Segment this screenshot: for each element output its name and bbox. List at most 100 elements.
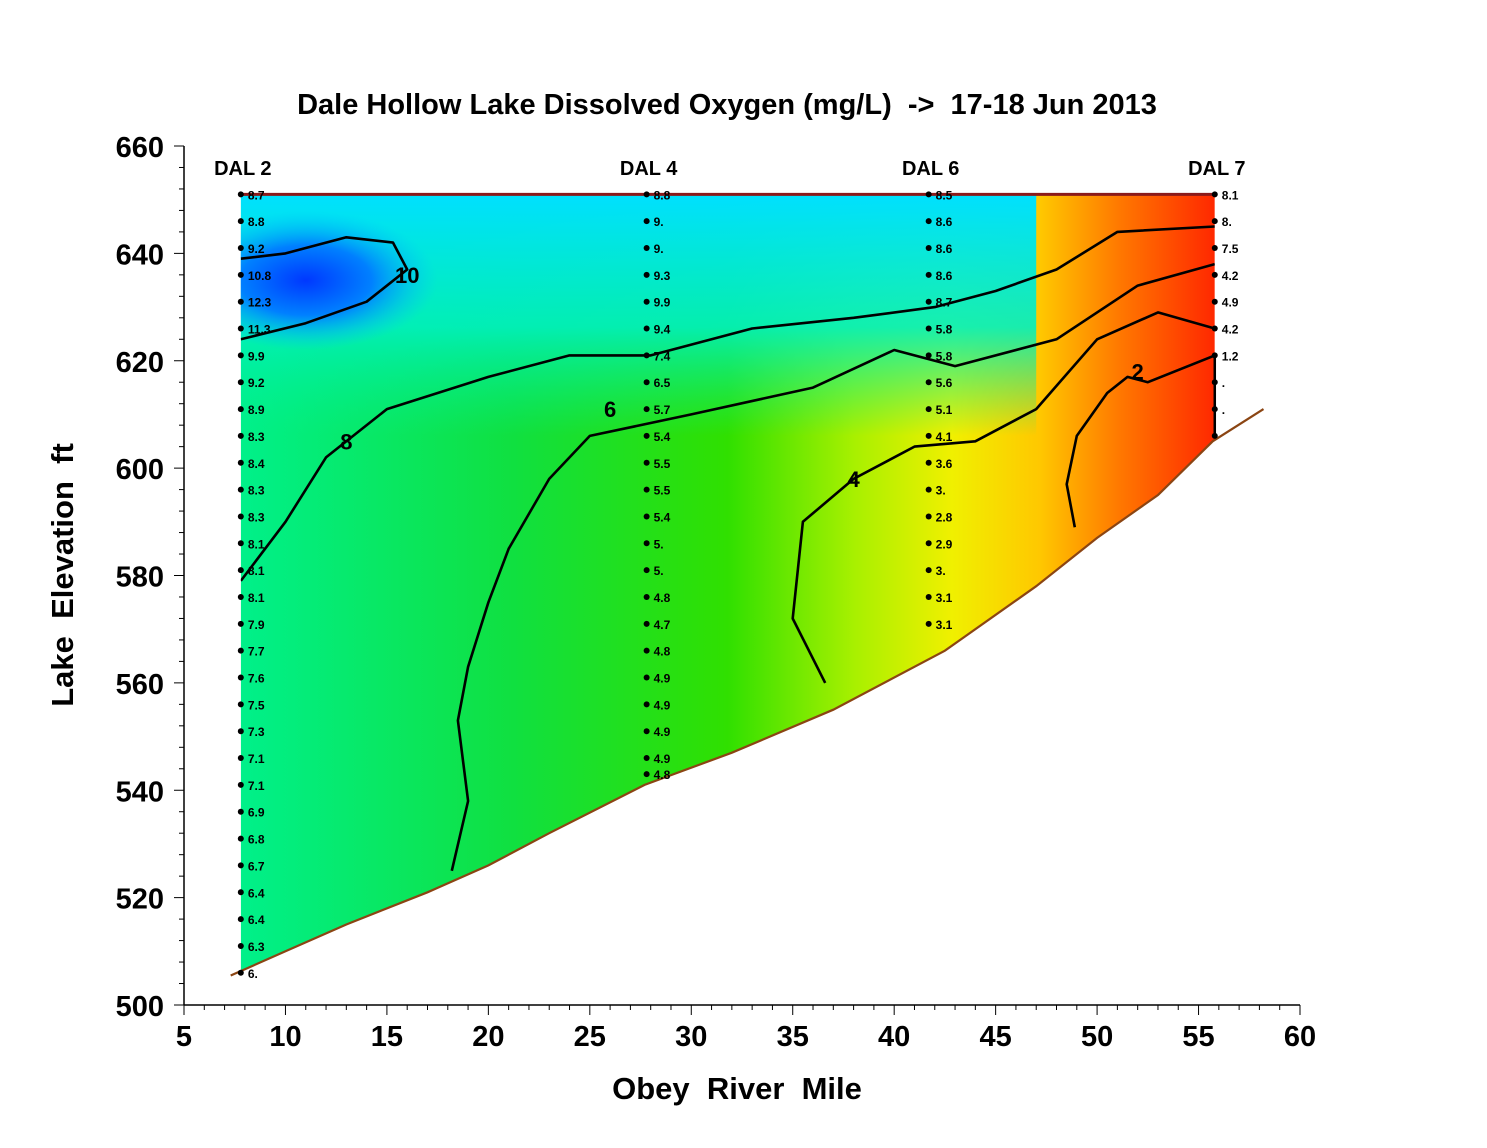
sample-dot <box>925 432 932 439</box>
sample-dot <box>237 942 244 949</box>
sample-reading: 6.3 <box>248 940 265 954</box>
contour-line-8 <box>240 225 1215 582</box>
sample-dot <box>643 701 650 708</box>
sample-dot <box>643 271 650 278</box>
sample-reading: 8.8 <box>248 215 265 229</box>
y-tick-label: 620 <box>116 347 164 379</box>
sample-dot <box>643 352 650 359</box>
sample-reading: 3. <box>936 484 946 498</box>
sample-dot <box>925 513 932 520</box>
sample-dot <box>925 567 932 574</box>
sample-reading: 4.9 <box>654 752 671 766</box>
sample-reading: 9. <box>654 215 664 229</box>
station-dal-2: DAL 2 8.7 8.8 9.2 10.8 12.3 11.3 9.9 9.2 8.9 8.3 8.… <box>214 158 271 981</box>
x-tick-label: 40 <box>878 1021 910 1053</box>
x-tick-label: 30 <box>675 1021 707 1053</box>
sample-dot <box>643 298 650 305</box>
sample-dot <box>237 969 244 976</box>
sample-reading: 4.2 <box>1222 323 1239 337</box>
sample-dot <box>237 808 244 815</box>
oxygen-maximum-zone <box>240 210 438 351</box>
sample-dot <box>925 191 932 198</box>
sample-dot <box>237 781 244 788</box>
station-name: DAL 4 <box>620 158 678 180</box>
sample-dot <box>925 620 932 627</box>
x-axis-title: Obey River Mile <box>612 1071 862 1106</box>
y-tick-label: 660 <box>116 132 164 164</box>
sample-dot <box>237 486 244 493</box>
sample-reading: 5.8 <box>936 323 953 337</box>
sample-dot <box>643 771 650 778</box>
sample-reading: 9.2 <box>248 242 265 256</box>
sample-reading: 6.4 <box>248 913 265 927</box>
sample-reading: 4.2 <box>1222 269 1239 283</box>
sample-reading: 3.1 <box>936 591 953 605</box>
sample-dot <box>237 406 244 413</box>
sample-reading: 6.4 <box>248 886 265 900</box>
sample-dot <box>643 432 650 439</box>
y-axis-ticks: 500 520 540 560 580 600 620 640 660 <box>116 132 184 1023</box>
sample-dot <box>643 647 650 654</box>
sample-reading: 8.8 <box>654 188 671 202</box>
y-axis-title: Lake Elevation ft <box>45 443 80 707</box>
x-tick-label: 45 <box>980 1021 1012 1053</box>
sample-reading: 7.1 <box>248 752 265 766</box>
sample-reading: 6.8 <box>248 833 265 847</box>
contour-line-6 <box>450 262 1215 872</box>
sample-reading: . <box>1222 403 1225 417</box>
x-tick-label: 5 <box>176 1021 192 1053</box>
sample-reading: 8.6 <box>936 269 953 283</box>
sample-dot <box>237 218 244 225</box>
station-name: DAL 2 <box>214 158 271 180</box>
x-tick-label: 10 <box>269 1021 301 1053</box>
sample-dot <box>1211 352 1218 359</box>
sample-reading: 9.2 <box>248 376 265 390</box>
sample-reading: 8.3 <box>248 484 265 498</box>
sample-reading: 5.8 <box>936 349 953 363</box>
sample-reading: 5.5 <box>654 457 671 471</box>
sample-reading: 4.7 <box>654 618 671 632</box>
contour-labels: 10 8 6 4 2 <box>340 263 1144 492</box>
sample-dot <box>1211 406 1218 413</box>
sample-reading: 8.5 <box>936 188 953 202</box>
sample-reading: 8.7 <box>936 296 953 310</box>
sample-dot <box>925 245 932 252</box>
sample-dot <box>1211 379 1218 386</box>
sample-reading: 6.7 <box>248 859 265 873</box>
sample-reading: 9.9 <box>654 296 671 310</box>
sample-dot <box>925 593 932 600</box>
x-tick-label: 60 <box>1284 1021 1316 1053</box>
y-tick-label: 560 <box>116 669 164 701</box>
sample-reading: 5. <box>654 564 664 578</box>
sample-dot <box>643 459 650 466</box>
sample-reading: 7.6 <box>248 672 265 686</box>
sample-dot <box>237 862 244 869</box>
sample-dot <box>237 755 244 762</box>
sample-reading: 8.6 <box>936 215 953 229</box>
sample-dot <box>237 325 244 332</box>
sample-reading: 7.3 <box>248 725 265 739</box>
sample-reading: 7.5 <box>248 698 265 712</box>
sample-reading: 4.9 <box>1222 296 1239 310</box>
sample-reading: 7.5 <box>1222 242 1239 256</box>
sample-dot <box>643 406 650 413</box>
sample-dot <box>237 647 244 654</box>
sample-reading: 12.3 <box>248 296 272 310</box>
sample-dot <box>1211 191 1218 198</box>
sample-reading: 7.7 <box>248 645 265 659</box>
sample-reading: 2.8 <box>936 510 953 524</box>
sample-dot <box>237 459 244 466</box>
sample-dot <box>643 620 650 627</box>
sample-dot <box>237 835 244 842</box>
sample-dot <box>237 271 244 278</box>
contour-label-6: 6 <box>604 397 616 422</box>
y-tick-label: 500 <box>116 991 164 1023</box>
contour-label-2: 2 <box>1132 359 1144 384</box>
sample-dot <box>925 459 932 466</box>
x-tick-label: 15 <box>371 1021 403 1053</box>
station-name: DAL 7 <box>1188 158 1245 180</box>
sample-reading: 9.4 <box>654 323 671 337</box>
y-tick-label: 520 <box>116 884 164 916</box>
sample-dot <box>925 325 932 332</box>
sample-dot <box>925 298 932 305</box>
